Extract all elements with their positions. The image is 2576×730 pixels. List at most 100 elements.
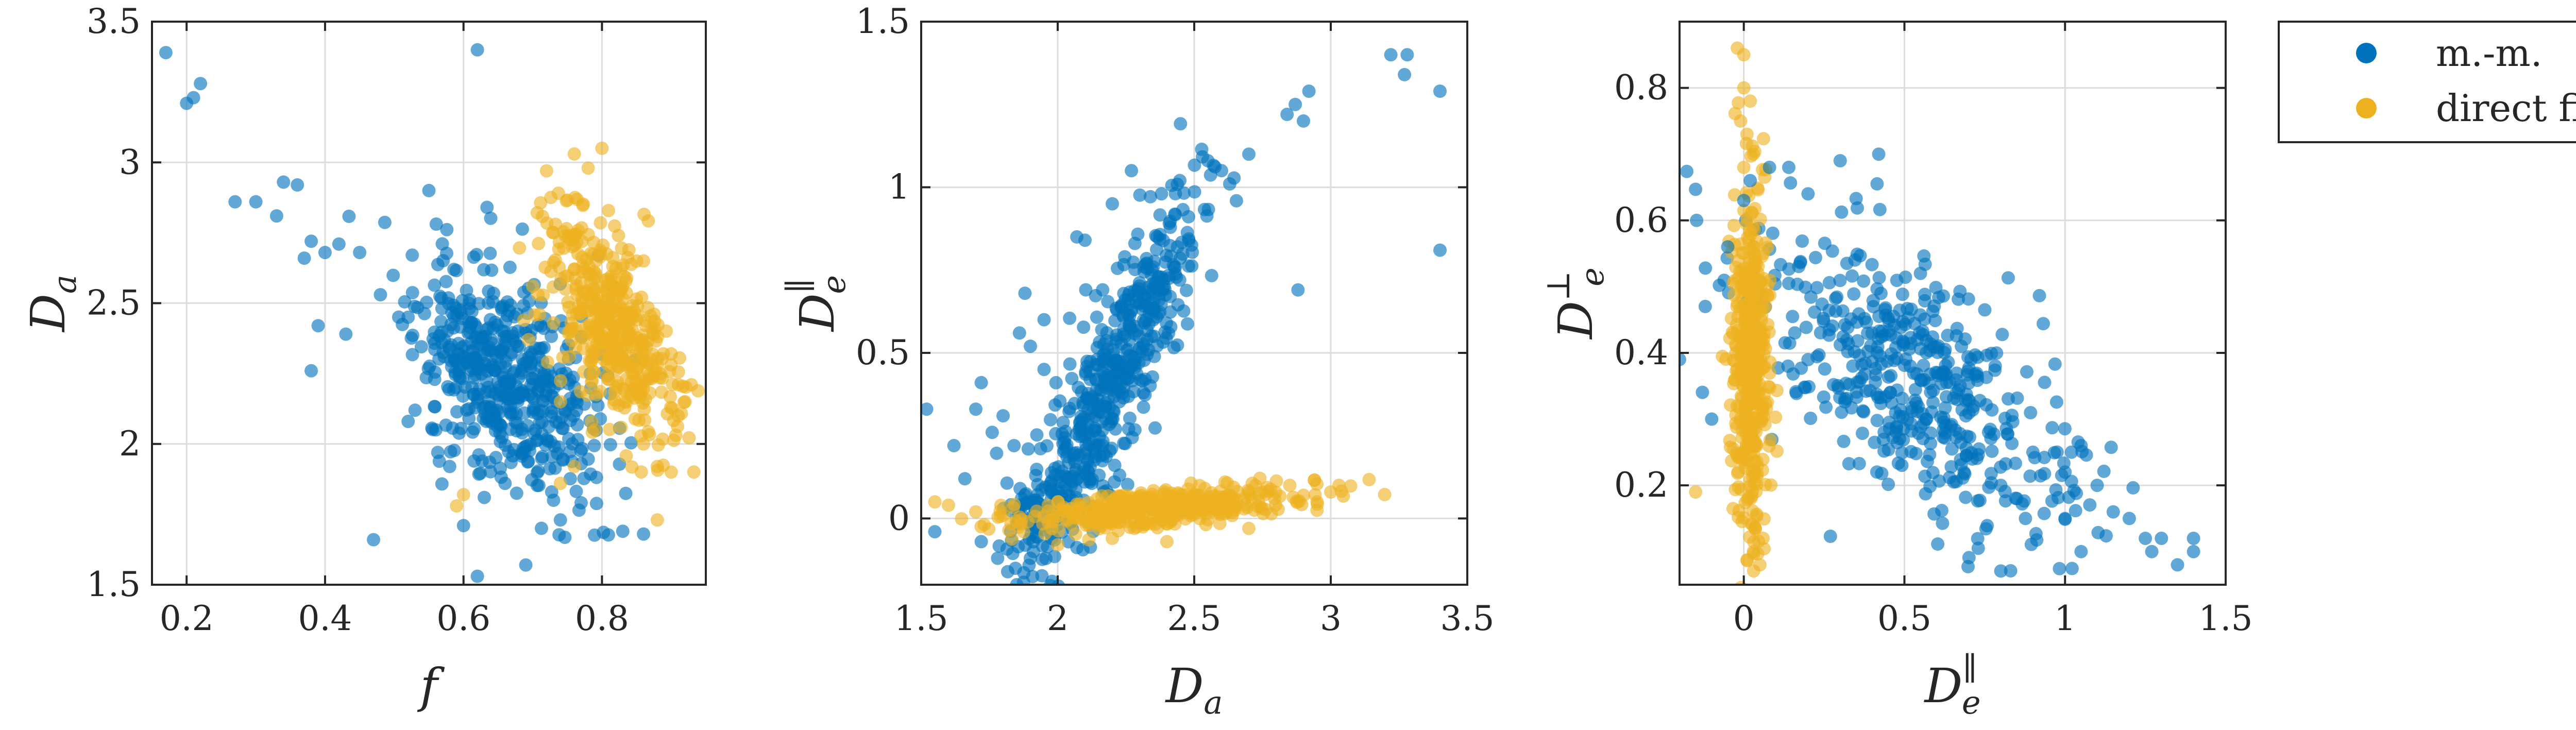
point-mm — [1070, 540, 1084, 554]
point-mm — [2009, 456, 2022, 470]
point-direct-fiting — [544, 264, 558, 278]
point-mm — [1159, 249, 1173, 262]
point-mm — [526, 371, 539, 385]
point-mm — [1179, 283, 1193, 297]
point-mm — [311, 319, 325, 333]
point-direct-fiting — [575, 234, 589, 248]
point-mm — [1954, 458, 1968, 472]
point-direct-fiting — [664, 390, 677, 404]
point-mm — [249, 195, 263, 209]
point-mm — [1941, 329, 1955, 342]
point-mm — [1817, 390, 1831, 404]
point-mm — [449, 301, 463, 315]
x-tick-label: 2 — [1047, 599, 1069, 638]
point-direct-fiting — [632, 413, 646, 427]
point-direct-fiting — [1732, 329, 1746, 343]
point-direct-fiting — [554, 374, 568, 388]
point-direct-fiting — [614, 349, 628, 363]
point-direct-fiting — [556, 350, 570, 364]
point-mm — [1856, 404, 1870, 418]
point-mm — [1872, 147, 1886, 161]
point-direct-fiting — [1748, 521, 1761, 535]
point-mm — [515, 364, 529, 378]
y-axis-label: D∥e — [781, 275, 853, 332]
point-direct-fiting — [594, 385, 607, 398]
point-mm — [2032, 288, 2046, 302]
point-mm — [502, 304, 516, 318]
point-direct-fiting — [1749, 367, 1762, 381]
point-direct-fiting — [513, 241, 527, 255]
point-mm — [577, 471, 591, 485]
point-mm — [2048, 357, 2062, 371]
point-mm — [436, 346, 450, 359]
point-direct-fiting — [1753, 558, 1767, 572]
point-mm — [2058, 512, 2072, 525]
point-direct-fiting — [623, 328, 637, 342]
point-direct-fiting — [1689, 485, 1703, 499]
point-mm — [1918, 469, 1932, 483]
point-direct-fiting — [564, 316, 578, 330]
point-mm — [1899, 352, 1912, 366]
point-mm — [1029, 469, 1043, 482]
point-direct-fiting — [1153, 510, 1166, 524]
point-direct-fiting — [546, 280, 560, 294]
point-mm — [467, 250, 481, 264]
point-direct-fiting — [928, 495, 942, 509]
point-direct-fiting — [1271, 502, 1285, 516]
y-tick-label: 3.5 — [87, 2, 141, 41]
point-direct-fiting — [1193, 499, 1207, 513]
point-mm — [1840, 333, 1854, 347]
point-direct-fiting — [642, 368, 656, 382]
point-mm — [1188, 185, 1201, 199]
point-direct-fiting — [588, 324, 602, 338]
point-mm — [1786, 310, 1800, 324]
point-mm — [2171, 558, 2184, 572]
data-points — [921, 48, 1447, 585]
point-direct-fiting — [596, 335, 610, 349]
point-mm — [1148, 421, 1162, 435]
point-mm — [1096, 363, 1110, 377]
point-mm — [2001, 271, 2015, 285]
point-mm — [1865, 326, 1879, 340]
point-direct-fiting — [1245, 491, 1259, 505]
point-mm — [1822, 322, 1836, 336]
point-mm — [1012, 326, 1026, 340]
point-mm — [1108, 459, 1122, 472]
point-mm — [1114, 371, 1128, 385]
point-mm — [460, 403, 473, 417]
point-mm — [515, 222, 529, 236]
point-mm — [406, 328, 419, 342]
point-mm — [1984, 467, 1998, 481]
point-mm — [587, 438, 601, 452]
point-mm — [489, 451, 503, 465]
point-mm — [985, 426, 999, 439]
point-mm — [470, 43, 484, 57]
point-mm — [1920, 333, 1934, 347]
point-direct-fiting — [614, 420, 628, 434]
point-mm — [472, 297, 486, 311]
point-direct-fiting — [1095, 503, 1109, 517]
point-mm — [2006, 415, 2020, 429]
x-tick-label: 1.5 — [894, 599, 948, 638]
point-mm — [1847, 287, 1861, 301]
point-direct-fiting — [1756, 132, 1770, 146]
point-mm — [429, 423, 443, 437]
point-mm — [1876, 433, 1890, 446]
point-mm — [2004, 564, 2018, 578]
point-mm — [1850, 247, 1864, 261]
point-mm — [522, 388, 536, 402]
point-mm — [1680, 352, 1686, 366]
point-direct-fiting — [558, 282, 572, 296]
point-mm — [520, 439, 534, 453]
point-mm — [454, 421, 468, 435]
point-mm — [1924, 426, 1938, 440]
point-mm — [1852, 456, 1866, 470]
point-mm — [434, 315, 448, 329]
point-mm — [1024, 551, 1037, 565]
point-mm — [1878, 309, 1892, 322]
point-mm — [435, 477, 449, 491]
point-mm — [1162, 326, 1176, 340]
point-mm — [1131, 227, 1145, 241]
x-tick-label: 0.6 — [436, 599, 490, 638]
